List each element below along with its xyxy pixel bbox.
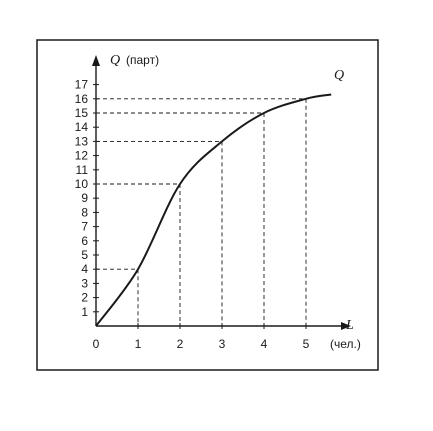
y-tick-label: 11	[76, 163, 89, 177]
y-tick-label: 15	[75, 106, 89, 120]
x-tick-label: 4	[261, 337, 268, 351]
y-axis-arrow	[92, 55, 100, 66]
x-ticks: 0 1 2 3 4 5	[93, 323, 310, 351]
y-tick-label: 16	[75, 92, 89, 106]
x-axis-title: L	[345, 318, 354, 333]
x-tick-label: 2	[177, 337, 184, 351]
x-tick-label: 3	[219, 337, 226, 351]
y-axis-unit: (парт)	[126, 53, 159, 67]
x-axis-arrow	[341, 322, 351, 330]
y-tick-label: 2	[81, 291, 88, 305]
y-axis-title: Q	[110, 53, 120, 68]
y-tick-label: 9	[81, 191, 88, 205]
x-axis-unit: (чел.)	[330, 337, 361, 351]
y-tick-label: 6	[81, 234, 88, 248]
y-tick-label: 3	[81, 276, 88, 290]
series-line-q	[95, 93, 332, 327]
y-tick-label: 12	[75, 149, 89, 163]
x-tick-label: 0	[93, 337, 100, 351]
y-tick-label: 17	[75, 78, 89, 92]
y-tick-label: 10	[75, 177, 89, 191]
y-tick-label: 13	[75, 134, 89, 148]
series-label-q: Q	[334, 68, 344, 83]
y-tick-label: 7	[81, 220, 88, 234]
y-tick-label: 4	[81, 262, 88, 276]
x-tick-label: 1	[135, 337, 142, 351]
y-tick-label: 5	[81, 248, 88, 262]
x-tick-label: 5	[303, 337, 310, 351]
y-tick-label: 14	[75, 120, 89, 134]
guide-lines	[96, 98, 307, 326]
y-tick-label: 1	[81, 305, 88, 319]
chart-frame	[36, 39, 379, 371]
y-tick-label: 8	[81, 205, 88, 219]
